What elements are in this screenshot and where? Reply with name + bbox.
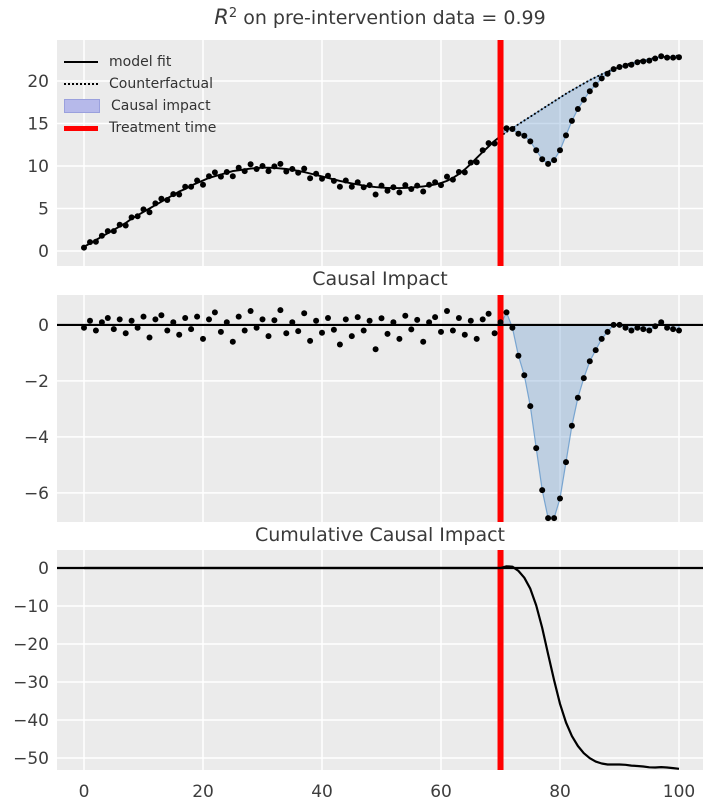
dotted-line-sample-icon: [64, 83, 98, 85]
plot2-panel: 0 −2 −4 −6: [24, 295, 703, 522]
y-tick-label: 20: [27, 72, 49, 92]
plot1-title-text: on pre-intervention data = 0.99: [237, 7, 546, 29]
legend-item-model-fit: model fit: [64, 51, 216, 73]
y-tick-label: 15: [27, 114, 49, 134]
x-tick-label: 20: [192, 782, 214, 802]
plot3-tick-labels: 0 −10 −20 −30 −40 −50 0 20 40 60 80 100: [13, 559, 695, 802]
x-tick-label: 40: [311, 782, 333, 802]
y-tick-label: −40: [13, 711, 49, 731]
y-tick-label: −50: [13, 749, 49, 769]
x-tick-label: 60: [430, 782, 452, 802]
y-tick-label: 0: [38, 242, 49, 262]
plot2-tick-labels: 0 −2 −4 −6: [24, 316, 49, 504]
plot1-title: R2 on pre-intervention data = 0.99: [57, 5, 703, 30]
legend-label-counterfactual: Counterfactual: [109, 76, 213, 92]
y-tick-label: −2: [24, 372, 49, 392]
legend-label-causal-impact: Causal impact: [111, 98, 211, 114]
y-tick-label: −10: [13, 597, 49, 617]
plot2-title: Causal Impact: [312, 268, 448, 290]
y-tick-label: −6: [24, 484, 49, 504]
patch-sample-icon: [64, 99, 100, 113]
y-tick-label: −30: [13, 673, 49, 693]
y-tick-label: 5: [38, 200, 49, 220]
legend-item-causal-impact: Causal impact: [64, 95, 216, 117]
plot1-tick-labels: 0 5 10 15 20: [27, 72, 49, 262]
legend-label-model-fit: model fit: [109, 54, 172, 70]
plot3-axes-background: [57, 550, 703, 770]
legend-item-treatment-time: Treatment time: [64, 117, 216, 139]
legend: model fit Counterfactual Causal impact T…: [64, 51, 216, 139]
solid-line-sample-icon: [64, 61, 98, 63]
r-squared-exponent: 2: [228, 6, 238, 21]
legend-label-treatment-time: Treatment time: [109, 120, 217, 136]
x-tick-label: 100: [663, 782, 695, 802]
y-tick-label: −4: [24, 428, 49, 448]
x-tick-label: 80: [549, 782, 571, 802]
plot3-cumulative-line: [84, 565, 680, 770]
x-tick-label: 0: [79, 782, 90, 802]
plot1-grid: [57, 40, 703, 266]
y-tick-label: 10: [27, 157, 49, 177]
r-squared-symbol: R: [214, 5, 229, 29]
y-tick-label: 0: [38, 559, 49, 579]
plot3-title: Cumulative Causal Impact: [254, 524, 505, 546]
y-tick-label: −20: [13, 635, 49, 655]
legend-item-counterfactual: Counterfactual: [64, 73, 216, 95]
y-tick-label: 0: [38, 316, 49, 336]
plot2-data-points: [81, 307, 682, 522]
plot3-panel: 0 −10 −20 −30 −40 −50 0 20 40 60 80 100: [13, 550, 703, 802]
plot2-axes-background: [57, 295, 703, 522]
red-line-sample-icon: [64, 125, 98, 131]
plot1-data-points: [81, 53, 682, 251]
plot1-panel: 0 5 10 15 20: [27, 40, 703, 266]
